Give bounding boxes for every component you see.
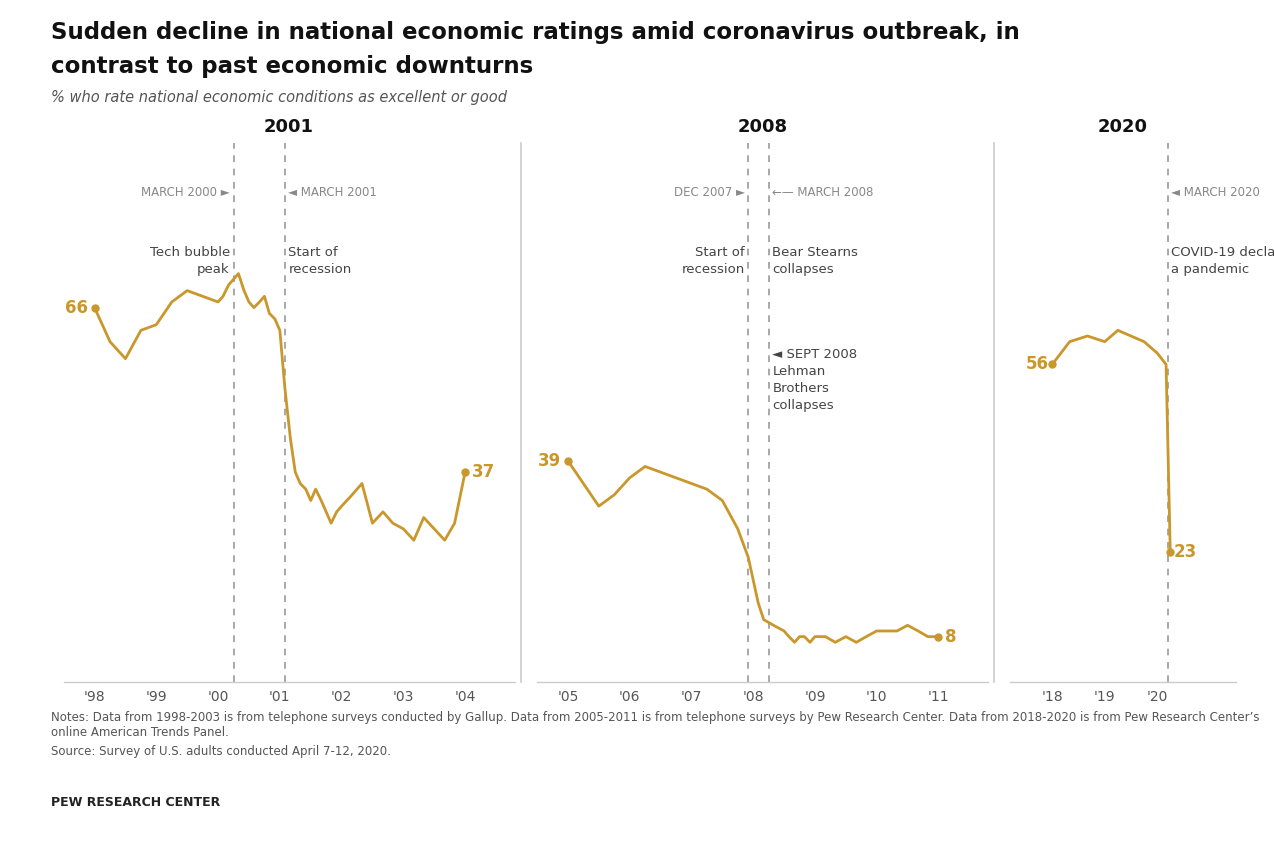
Text: 23: 23 [1173, 542, 1196, 561]
Text: 39: 39 [538, 452, 561, 470]
Text: Tech bubble
peak: Tech bubble peak [149, 246, 229, 275]
Text: MARCH 2000 ►: MARCH 2000 ► [141, 186, 229, 200]
Text: ←— MARCH 2008: ←— MARCH 2008 [772, 186, 874, 200]
Text: Start of
recession: Start of recession [288, 246, 352, 275]
Text: ◄ SEPT 2008
Lehman
Brothers
collapses: ◄ SEPT 2008 Lehman Brothers collapses [772, 348, 857, 412]
Text: DEC 2007 ►: DEC 2007 ► [674, 186, 744, 200]
Text: PEW RESEARCH CENTER: PEW RESEARCH CENTER [51, 796, 220, 808]
Title: 2020: 2020 [1098, 118, 1148, 136]
Text: Source: Survey of U.S. adults conducted April 7-12, 2020.: Source: Survey of U.S. adults conducted … [51, 745, 391, 758]
Text: 37: 37 [471, 463, 496, 481]
Text: Bear Stearns
collapses: Bear Stearns collapses [772, 246, 859, 275]
Text: Notes: Data from 1998-2003 is from telephone surveys conducted by Gallup. Data f: Notes: Data from 1998-2003 is from telep… [51, 711, 1260, 739]
Text: ◄ MARCH 2020: ◄ MARCH 2020 [1171, 186, 1260, 200]
Text: Start of
recession: Start of recession [682, 246, 744, 275]
Text: 66: 66 [65, 299, 88, 317]
Text: 56: 56 [1026, 355, 1049, 373]
Text: COVID-19 declared
a pandemic: COVID-19 declared a pandemic [1171, 246, 1274, 275]
Text: 8: 8 [945, 627, 957, 646]
Text: % who rate national economic conditions as excellent or good: % who rate national economic conditions … [51, 90, 507, 105]
Text: ◄ MARCH 2001: ◄ MARCH 2001 [288, 186, 377, 200]
Title: 2008: 2008 [738, 118, 787, 136]
Text: Sudden decline in national economic ratings amid coronavirus outbreak, in: Sudden decline in national economic rati… [51, 21, 1019, 44]
Text: contrast to past economic downturns: contrast to past economic downturns [51, 55, 534, 77]
Title: 2001: 2001 [264, 118, 315, 136]
